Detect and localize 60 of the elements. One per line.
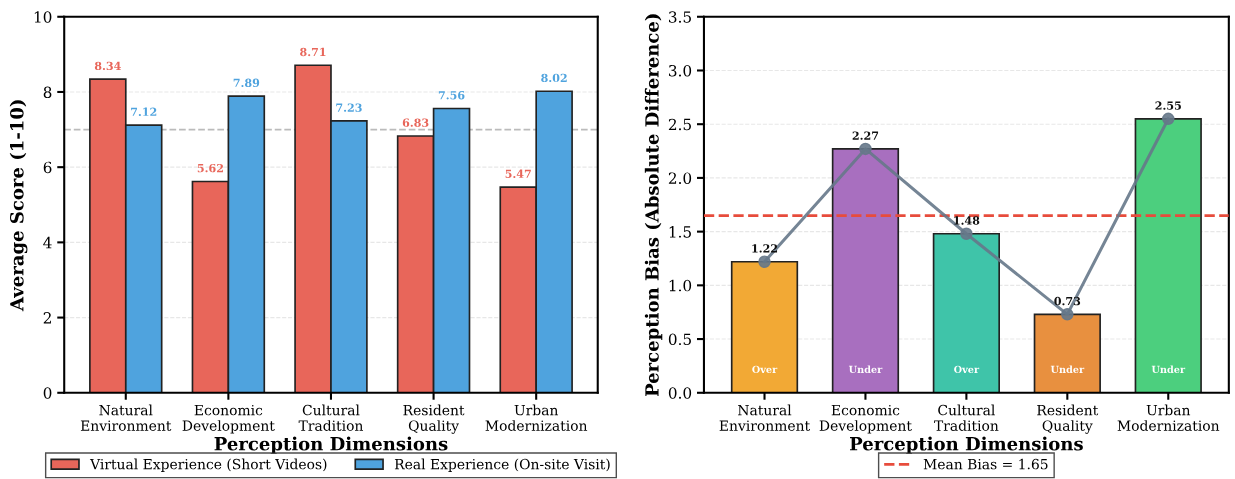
x-tick-label: Urban Modernization (485, 404, 588, 431)
data-label: 5.62 (197, 163, 223, 173)
data-label: 2.55 (1155, 101, 1181, 110)
data-label: 5.47 (505, 169, 531, 178)
legend-label: Real Experience (On-site Visit) (394, 458, 610, 473)
annotation: Over (954, 365, 980, 374)
legend-label: Mean Bias = 1.65 (923, 458, 1048, 470)
bar (1033, 313, 1101, 393)
x-tick-label: Natural Environment (80, 404, 172, 431)
point (758, 255, 771, 268)
y-tick-label: 3.5 (669, 11, 691, 23)
x-tick-label: Resident Quality (1037, 404, 1099, 434)
point (1061, 308, 1074, 321)
y-tick-label: 2.5 (668, 118, 691, 131)
y-tick-label: 1.0 (669, 279, 692, 292)
data-label: 1.48 (954, 216, 980, 225)
y-tick-label: 1.5 (669, 226, 691, 238)
data-label: 1.22 (752, 244, 778, 253)
y-axis-title: Perception Bias (Absolute Difference) (644, 14, 663, 397)
x-tick-label: Natural Environment (719, 404, 811, 431)
x-tick-label: Cultural Tradition (298, 404, 364, 431)
y-tick-label: 10 (34, 11, 52, 23)
x-tick-label: Economic Development (819, 404, 912, 434)
x-axis-title: Perception Dimensions (850, 436, 1083, 455)
legend-label: Virtual Experience (Short Videos) (89, 458, 327, 473)
bar (831, 148, 900, 393)
data-label: 7.12 (131, 107, 157, 116)
data-label: 7.23 (336, 103, 362, 112)
point (1162, 112, 1175, 126)
bar (1134, 117, 1202, 393)
annotation: Under (1050, 365, 1085, 374)
point (859, 142, 872, 156)
y-tick-label: 4 (43, 236, 52, 249)
y-tick-label: 6 (43, 161, 52, 174)
y-tick-label: 0.5 (668, 333, 691, 346)
x-axis-title: Perception Dimensions (214, 436, 448, 455)
x-tick-label: Cultural Tradition (934, 404, 999, 431)
y-tick-label: 3.0 (669, 64, 692, 77)
x-tick-label: Urban Modernization (1117, 404, 1220, 431)
data-label: 8.71 (300, 47, 326, 57)
bar (932, 232, 1001, 393)
bar (730, 260, 799, 393)
x-tick-label: Resident Quality (403, 404, 465, 434)
data-label: 7.56 (438, 91, 465, 100)
y-tick-label: 2 (43, 312, 51, 324)
data-label: 8.34 (94, 61, 121, 71)
data-label: 7.89 (233, 78, 260, 88)
data-label: 8.02 (541, 73, 567, 83)
point (960, 227, 973, 241)
x-tick-label: Economic Development (182, 404, 275, 434)
y-tick-label: 0 (43, 387, 52, 399)
y-tick-label: 0.0 (668, 387, 692, 399)
data-label: 2.27 (852, 131, 879, 140)
annotation: Over (752, 365, 778, 374)
data-label: 6.83 (402, 118, 429, 127)
y-tick-label: 2.0 (668, 172, 692, 184)
y-axis-title: Average Score (1-10) (9, 100, 28, 312)
annotation: Under (1151, 365, 1186, 374)
y-tick-label: 8 (43, 86, 52, 98)
annotation: Under (848, 365, 883, 374)
